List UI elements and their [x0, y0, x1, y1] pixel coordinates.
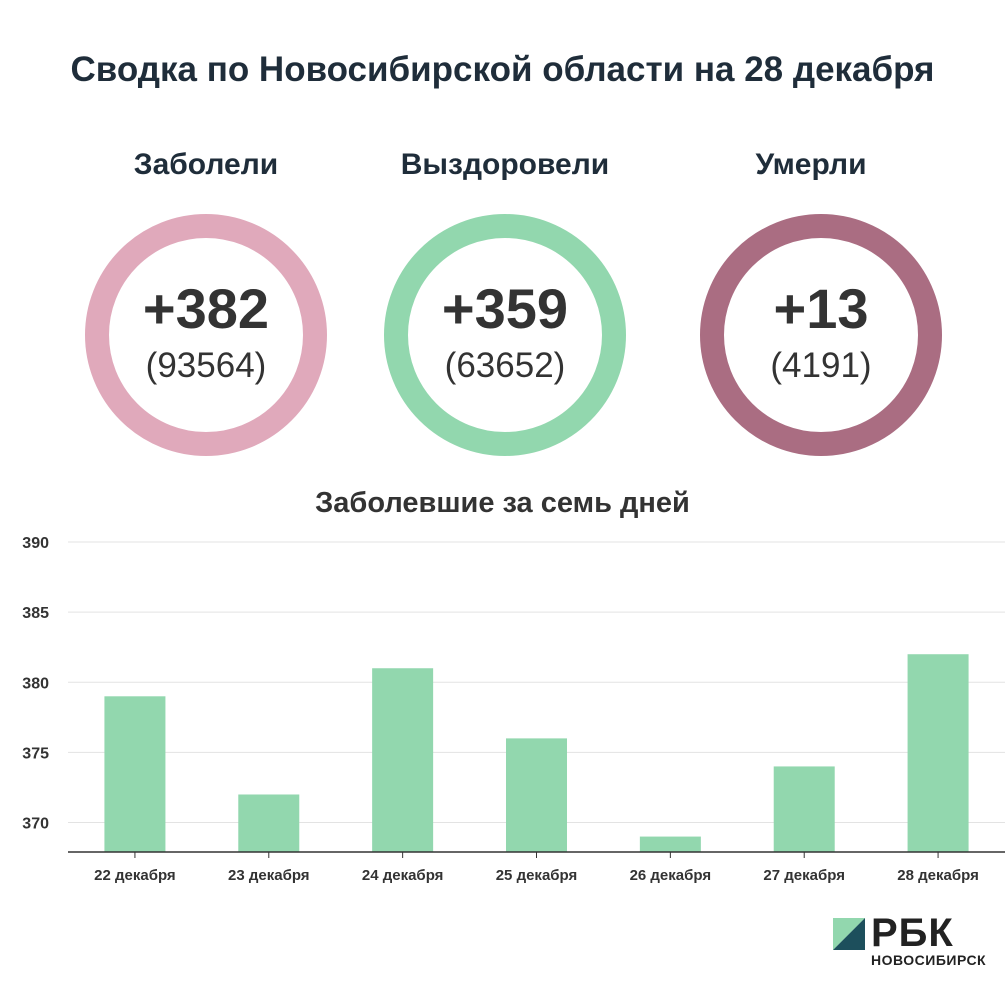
ring-recovered: +359 (63652) [384, 214, 626, 456]
ring-deaths: +13 (4191) [700, 214, 942, 456]
bar [506, 738, 567, 852]
total-recovered: (63652) [444, 346, 566, 385]
stat-label-deaths: Умерли [755, 148, 867, 181]
page-title: Сводка по Новосибирской области на 28 де… [70, 50, 935, 89]
stat-label-infected: Заболели [133, 148, 279, 181]
delta-infected: +382 [142, 277, 270, 340]
x-tick-label: 22 декабря [94, 867, 176, 884]
rbc-logo-mark-icon [833, 918, 865, 950]
bar [907, 654, 969, 852]
chart-title: Заболевшие за семь дней [315, 487, 690, 519]
logo-subtitle: НОВОСИБИРСК [871, 952, 987, 968]
delta-deaths: +13 [773, 277, 869, 340]
total-infected: (93564) [145, 346, 267, 385]
bar [238, 794, 300, 852]
bar [639, 836, 701, 852]
x-tick-label: 23 декабря [228, 867, 310, 884]
y-tick-label: 375 [22, 745, 49, 762]
x-tick-label: 27 декабря [763, 867, 845, 884]
y-tick-label: 370 [22, 816, 49, 833]
stat-label-recovered: Выздоровели [400, 148, 610, 181]
bar [372, 668, 434, 852]
y-tick-label: 390 [22, 535, 49, 552]
bar [773, 766, 835, 852]
bar [104, 696, 166, 852]
ring-infected: +382 (93564) [85, 214, 327, 456]
rbc-logo: РБК НОВОСИБИРСК [833, 911, 1003, 972]
y-tick-label: 385 [22, 605, 49, 622]
y-tick-label: 380 [22, 675, 49, 692]
total-deaths: (4191) [770, 346, 872, 385]
bar-chart: 370 375 380 385 390 22 декабря 23 декабря 24 де… [22, 535, 1005, 884]
x-tick-label: 25 декабря [496, 867, 578, 884]
x-tick-label: 24 декабря [362, 867, 444, 884]
x-tick-label: 26 декабря [630, 867, 712, 884]
x-tick-label: 28 декабря [897, 867, 979, 884]
logo-text: РБК [871, 911, 954, 955]
delta-recovered: +359 [441, 277, 569, 340]
